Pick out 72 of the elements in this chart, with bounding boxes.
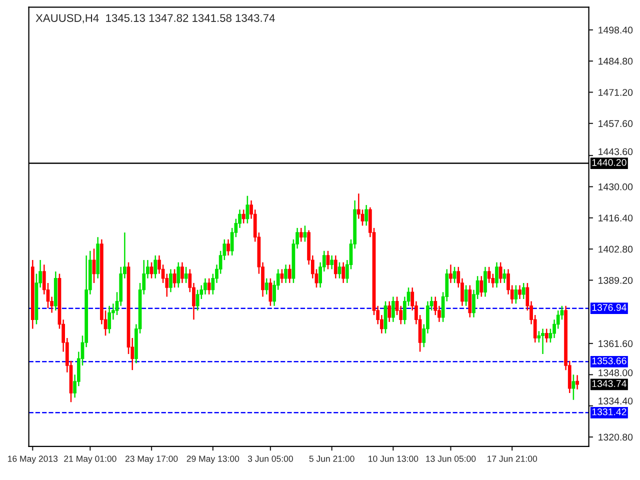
y-tick-label: 1320.80 xyxy=(598,434,633,441)
candlestick xyxy=(330,254,334,270)
y-tick-label: 1430.00 xyxy=(598,183,633,190)
x-tick-label: 23 May 17:00 xyxy=(125,456,178,464)
x-tick-label: 16 May 2013 xyxy=(8,456,58,464)
x-tick-label: 5 Jun 21:00 xyxy=(309,456,354,462)
candlestick xyxy=(176,262,180,288)
candlestick xyxy=(326,250,330,270)
candlestick xyxy=(544,328,548,344)
x-tick-label: 13 Jun 05:00 xyxy=(426,456,476,462)
y-tick-label: 1484.80 xyxy=(598,58,633,65)
x-tick-label: 29 May 13:00 xyxy=(186,456,240,464)
x-tick-label: 17 Jun 21:00 xyxy=(487,456,538,462)
candlestick xyxy=(480,275,484,298)
candlestick xyxy=(169,268,172,293)
ref-line-label: 1376.94 xyxy=(592,304,626,311)
x-tick-label: 10 Jun 13:00 xyxy=(368,456,418,462)
candlestick xyxy=(338,262,342,279)
ref-line-label: 1331.42 xyxy=(592,408,626,416)
candlestick xyxy=(226,238,230,256)
candlestick xyxy=(364,204,368,226)
candlestick xyxy=(204,278,207,296)
ref-line-label: 1353.66 xyxy=(592,357,626,364)
x-tick-label: 3 Jun 05:00 xyxy=(248,456,293,462)
candlestick xyxy=(334,254,338,279)
y-tick-label: 1361.60 xyxy=(598,340,633,348)
candlestick xyxy=(284,264,288,284)
candlestick xyxy=(196,289,200,312)
candlestick xyxy=(541,328,544,355)
candlestick xyxy=(484,266,487,298)
candlestick xyxy=(207,278,211,296)
candlestick xyxy=(449,264,452,284)
candlestick xyxy=(391,296,395,323)
y-tick-label: 1471.20 xyxy=(598,88,633,96)
candlestick xyxy=(180,262,184,284)
candlestick xyxy=(342,262,346,284)
candlestick xyxy=(452,266,456,284)
candlestick xyxy=(518,284,522,300)
y-tick-label: 1402.80 xyxy=(598,246,633,253)
ref-line-label: 1440.20 xyxy=(592,159,626,166)
candlestick xyxy=(299,227,303,242)
candlestick xyxy=(468,284,472,318)
y-tick-label: 1389.20 xyxy=(598,276,633,284)
y-tick-label: 1348.00 xyxy=(598,369,633,376)
candlestick xyxy=(150,262,154,279)
candlestick xyxy=(514,284,518,304)
candlestick xyxy=(487,266,491,284)
candlestick xyxy=(288,264,292,284)
y-tick-label: 1334.40 xyxy=(598,398,633,404)
candlestick xyxy=(388,300,392,323)
y-tick-label: 1416.40 xyxy=(598,214,633,222)
candlestick xyxy=(522,282,526,300)
candlestick xyxy=(572,374,576,400)
candlestick xyxy=(560,305,564,320)
candlestick xyxy=(264,278,268,296)
candlestick xyxy=(498,262,502,284)
candlestick xyxy=(495,262,498,288)
candlestick xyxy=(92,248,96,284)
candlestick xyxy=(154,254,158,279)
candlestick xyxy=(576,374,579,390)
candlestick xyxy=(246,195,250,224)
y-tick-label: 1443.60 xyxy=(598,148,633,156)
text: XAUUSD,H4 1345.13 1347.82 1341.58 1343.74 xyxy=(36,14,275,24)
x-tick-label: 21 May 01:00 xyxy=(64,456,116,464)
candlestick xyxy=(502,268,506,284)
text: 1343.74 xyxy=(592,380,626,388)
candlestick xyxy=(108,305,112,334)
candlestick xyxy=(242,208,246,224)
y-tick-label: 1498.40 xyxy=(598,26,633,34)
candlestick xyxy=(303,225,307,242)
y-tick-label: 1457.60 xyxy=(598,120,633,128)
candlestick xyxy=(172,268,176,288)
